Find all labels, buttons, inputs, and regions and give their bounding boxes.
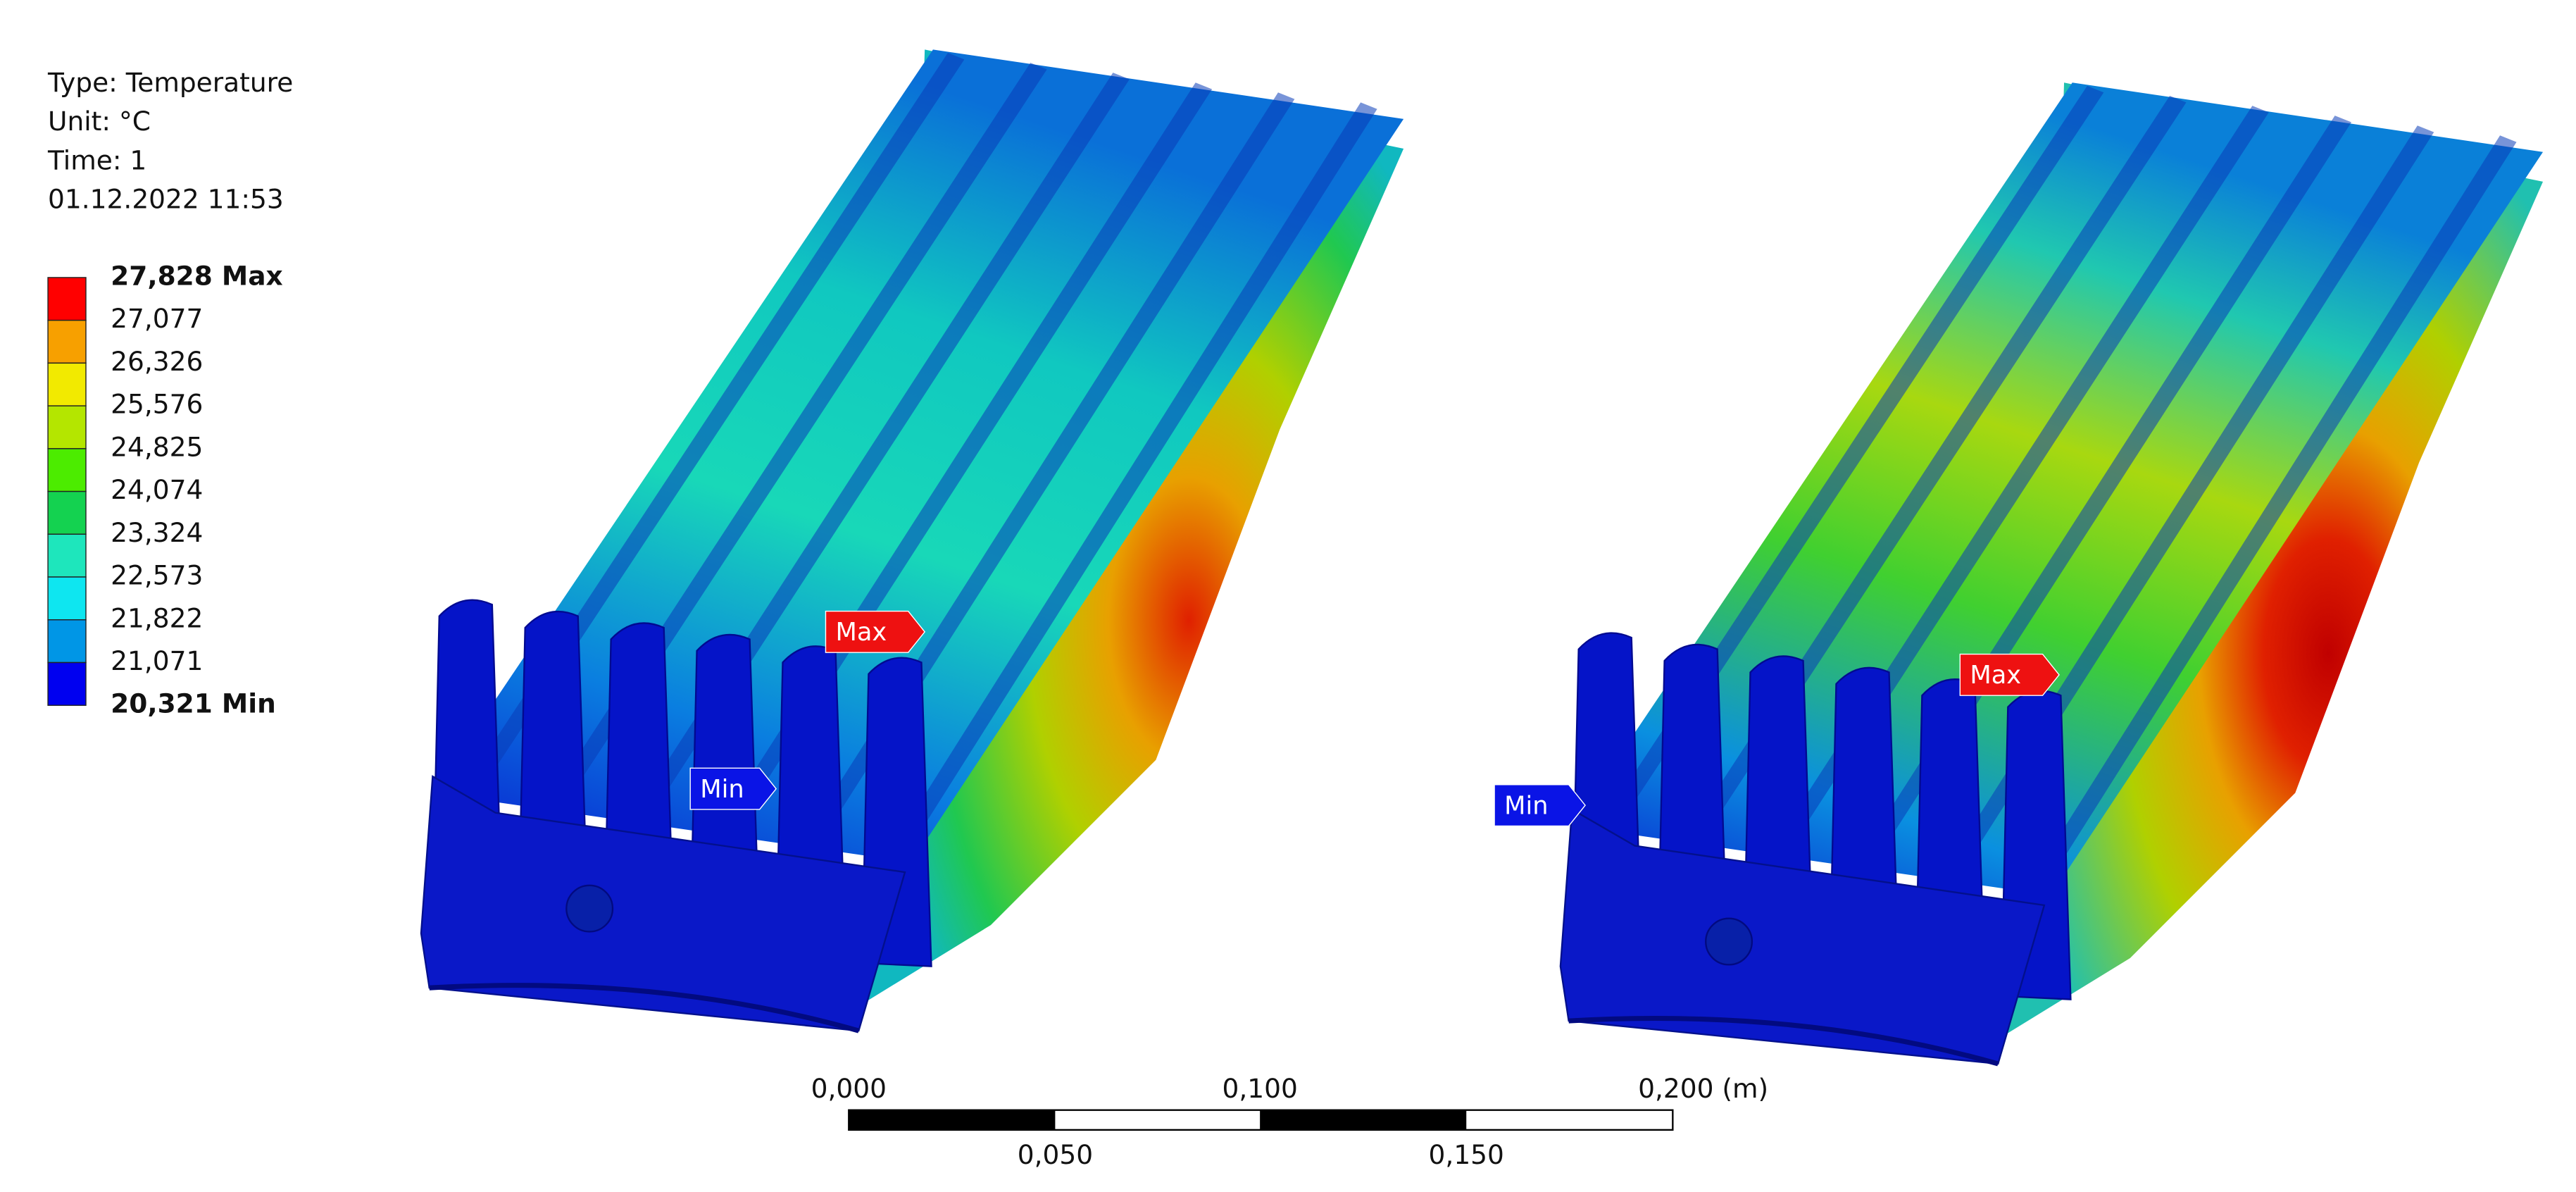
legend: Type: Temperature Unit: °C Time: 1 01.12.20… <box>47 67 293 719</box>
legend-swatch <box>47 277 87 321</box>
legend-swatch <box>47 448 87 492</box>
probe-flag <box>1959 653 2060 696</box>
scale-label: 0,100 <box>1222 1073 1297 1104</box>
legend-swatch <box>47 405 87 449</box>
legend-info: 01.12.2022 11:53 <box>48 183 284 214</box>
fin <box>2031 135 2517 884</box>
legend-swatch <box>47 362 87 406</box>
legend-level: 24,825 <box>111 431 203 462</box>
legend-swatch <box>47 490 87 535</box>
legend-level: 27,077 <box>111 303 203 334</box>
scale-segment <box>1260 1110 1467 1130</box>
legend-level: 22,573 <box>111 560 203 591</box>
model-top <box>432 49 1404 862</box>
legend-swatch <box>47 576 87 621</box>
scale-label: 0,050 <box>1018 1139 1093 1170</box>
model-base-edge <box>1568 1015 1999 1067</box>
legend-level: 24,074 <box>111 474 203 505</box>
legend-level: 21,822 <box>111 602 203 633</box>
legend-level: 26,326 <box>111 346 203 377</box>
legend-swatch <box>47 533 87 578</box>
legend-level: 27,828 Max <box>111 260 283 291</box>
legend-info: Time: 1 <box>47 144 146 175</box>
legend-level: 21,071 <box>111 645 203 676</box>
probes: Max Min Max Min <box>689 610 2060 827</box>
probe-flag <box>1494 784 1586 827</box>
scale-label: 0,200 (m) <box>1638 1073 1768 1104</box>
fin <box>462 53 965 793</box>
probe-flag <box>825 610 926 653</box>
fin <box>1945 125 2434 873</box>
probe-label: Max <box>836 618 887 647</box>
scale-segment <box>849 1110 1056 1130</box>
fin <box>806 92 1295 840</box>
fin <box>634 73 1130 817</box>
model-base-edge <box>429 983 860 1033</box>
fin <box>548 63 1047 805</box>
legend-level: 20,321 Min <box>111 688 276 719</box>
legend-swatch <box>47 319 87 364</box>
model <box>420 49 1404 1033</box>
scale-bar: 0,000 0,100 0,200 (m) 0,050 0,150 <box>811 1073 1769 1170</box>
fin <box>892 102 1377 851</box>
probe-label: Max <box>1970 661 2021 690</box>
fin <box>1687 95 2187 838</box>
legend-swatch <box>47 619 87 664</box>
legend-swatch <box>47 662 87 706</box>
fin <box>1773 106 2269 850</box>
legend-level: 23,324 <box>111 517 203 548</box>
legend-info: Unit: °C <box>48 106 151 137</box>
models <box>420 49 2544 1067</box>
fin <box>1601 85 2104 826</box>
probe-label: Min <box>1504 791 1548 820</box>
model-hole <box>1705 917 1753 966</box>
legend-level: 25,576 <box>111 389 203 420</box>
probe-flag <box>689 767 777 810</box>
scale-label: 0,150 <box>1429 1139 1504 1170</box>
model-top <box>1572 82 2544 895</box>
probe-label: Min <box>700 775 744 804</box>
model-hole <box>565 884 614 933</box>
model <box>1559 82 2544 1067</box>
scale-label: 0,000 <box>811 1073 887 1104</box>
legend-info: Type: Temperature <box>47 67 293 98</box>
